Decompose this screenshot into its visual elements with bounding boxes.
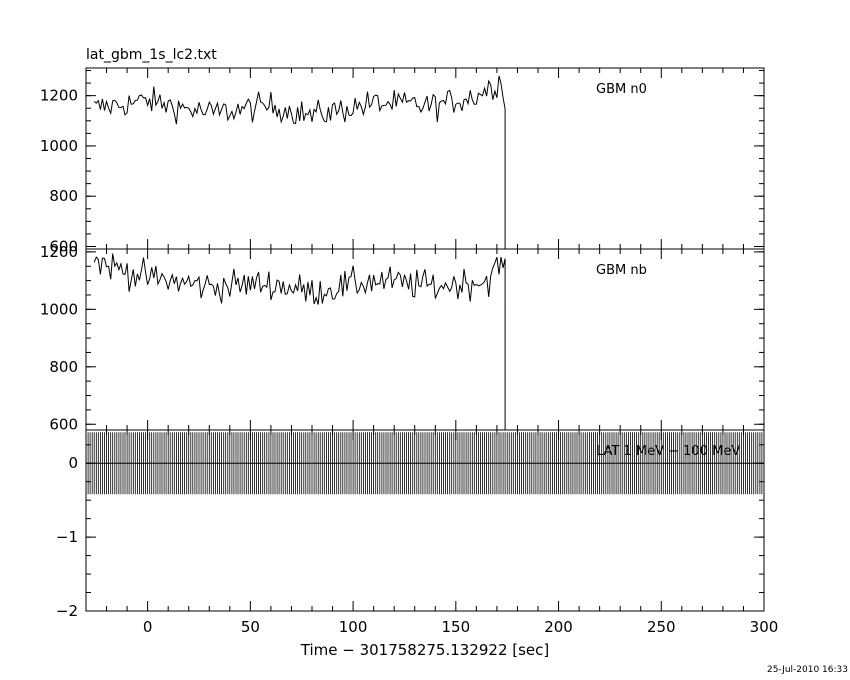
chart-title: lat_gbm_1s_lc2.txt — [86, 47, 217, 63]
y-tick-label: 600 — [49, 415, 78, 433]
y-tick-label: 1000 — [40, 300, 78, 318]
panel-label: GBM n0 — [596, 82, 647, 97]
x-axis-label: Time − 301758275.132922 [sec] — [300, 641, 550, 659]
x-tick-label: 50 — [241, 618, 260, 636]
panel-label: GBM nb — [596, 263, 647, 278]
y-tick-label: −2 — [56, 602, 78, 620]
x-tick-label: 200 — [544, 618, 573, 636]
series-line — [93, 253, 506, 430]
y-tick-label: 1200 — [40, 243, 78, 261]
panel-1: 600 800 1000 1200 GBM nb — [40, 243, 765, 433]
y-tick-label: 1000 — [40, 137, 78, 155]
x-tick-label: 150 — [441, 618, 470, 636]
panel-2: −2 −1 0 LAT 1 MeV − 100 MeV — [56, 429, 765, 620]
y-tick-label: 800 — [49, 358, 78, 376]
panel-frame — [85, 248, 765, 431]
y-tick-label: −1 — [56, 528, 78, 546]
y-tick-label: 0 — [68, 454, 78, 472]
timestamp-label: 25-Jul-2010 16:33 — [767, 665, 848, 675]
x-tick-label: 100 — [339, 618, 368, 636]
panel-frame — [85, 429, 765, 612]
x-tick-label: 0 — [143, 618, 153, 636]
y-tick-label: 800 — [49, 187, 78, 205]
panel-frame — [85, 67, 765, 250]
panel-label: LAT 1 MeV − 100 MeV — [596, 444, 740, 459]
y-tick-label: 1200 — [40, 87, 78, 105]
y-tick-label: 600 — [49, 237, 78, 255]
series-line — [93, 75, 506, 249]
x-tick-label: 250 — [647, 618, 676, 636]
panel-0: 600 800 1000 1200 GBM n0 — [40, 67, 765, 255]
x-tick-label: 300 — [750, 618, 779, 636]
